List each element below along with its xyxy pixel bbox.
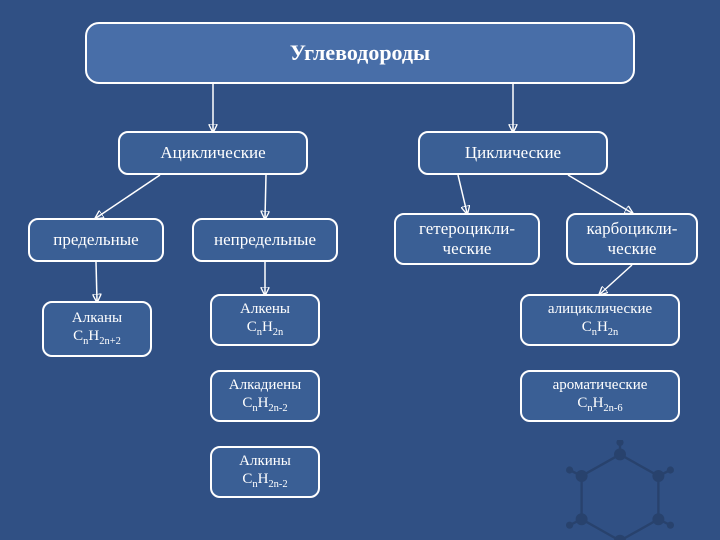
carbocyclic-node: карбоцикли- ческие [566,213,698,265]
alkadienes-name: Алкадиены [229,376,301,394]
heterocyclic-node: гетероцикли- ческие [394,213,540,265]
aromatic-name: ароматические [553,376,648,394]
aromatic-formula: CnH2n-6 [577,394,622,416]
alicyclic-node: алициклические CnH2n [520,294,680,346]
alkadienes-node: Алкадиены CnH2n-2 [210,370,320,422]
aromatic-node: ароматические CnH2n-6 [520,370,680,422]
carbocyclic-line2: ческие [608,239,657,259]
title-text: Углеводороды [290,40,430,66]
acyclic-label: Ациклические [160,143,265,163]
unsaturated-label: непредельные [214,230,316,250]
cyclic-node: Циклические [418,131,608,175]
alkanes-formula: CnH2n+2 [73,327,121,349]
alkenes-name: Алкены [240,300,290,318]
alkadienes-formula: CnH2n-2 [242,394,287,416]
alkynes-formula: CnH2n-2 [242,470,287,492]
alkenes-formula: CnH2n [247,318,284,340]
heterocyclic-line2: ческие [443,239,492,259]
title-node: Углеводороды [85,22,635,84]
cyclic-label: Циклические [465,143,561,163]
saturated-node: предельные [28,218,164,262]
alkanes-name: Алканы [72,309,122,327]
slide: Углеводороды Ациклические Циклические пр… [0,0,720,540]
alkenes-node: Алкены CnH2n [210,294,320,346]
carbocyclic-line1: карбоцикли- [587,219,678,239]
molecule-decoration-icon [560,440,680,540]
alicyclic-name: алициклические [548,300,652,318]
alkanes-node: Алканы CnH2n+2 [42,301,152,357]
unsaturated-node: непредельные [192,218,338,262]
acyclic-node: Ациклические [118,131,308,175]
saturated-label: предельные [53,230,138,250]
heterocyclic-line1: гетероцикли- [419,219,515,239]
alicyclic-formula: CnH2n [582,318,619,340]
alkynes-node: Алкины CnH2n-2 [210,446,320,498]
alkynes-name: Алкины [239,452,291,470]
